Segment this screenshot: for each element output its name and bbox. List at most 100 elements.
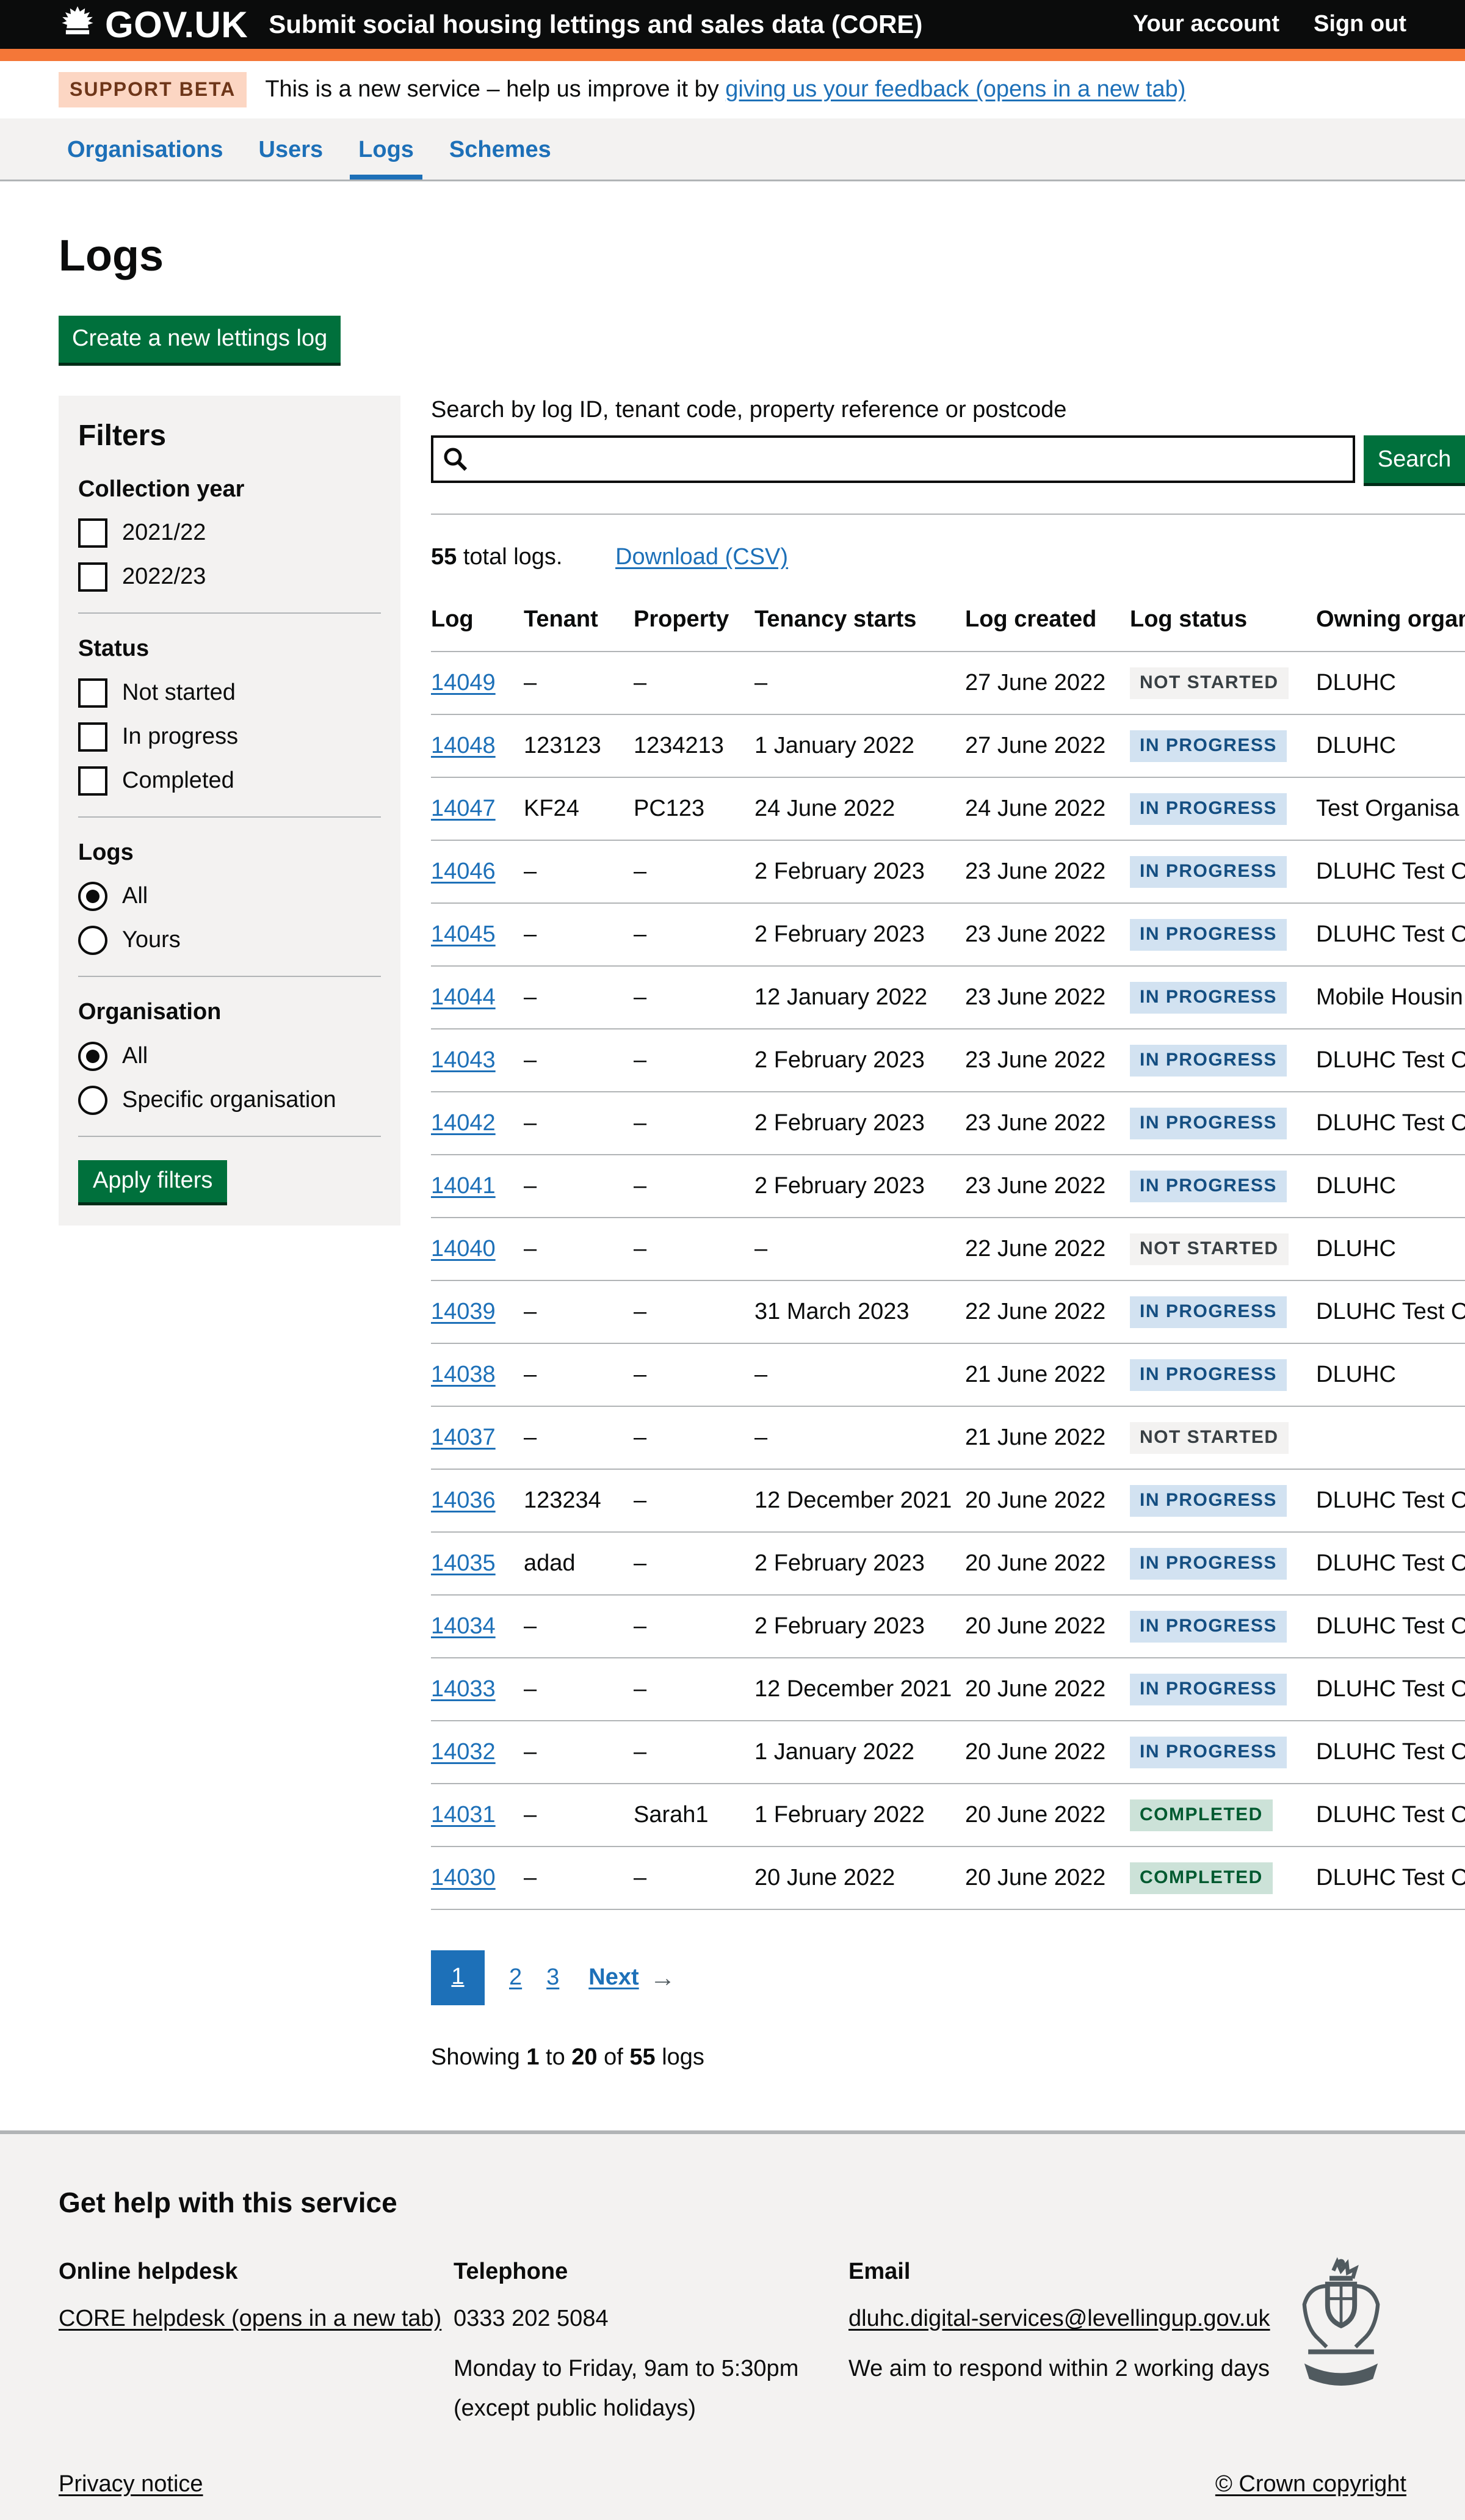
email-heading: Email [848,2258,911,2284]
email-link[interactable]: dluhc.digital-services@levellingup.gov.u… [848,2306,1270,2331]
property-cell: – [634,840,754,904]
log-link[interactable]: 14032 [431,1738,496,1765]
log-status-cell: COMPLETED [1130,1846,1316,1910]
pagination-page-2[interactable]: 2 [509,1964,523,1990]
results-summary: 55 total logs. Download (CSV) [431,543,1465,572]
log-status-cell: NOT STARTED [1130,1406,1316,1470]
log-link[interactable]: 14035 [431,1550,496,1576]
checkbox-box[interactable] [78,722,107,752]
download-csv-link[interactable]: Download (CSV) [615,544,789,570]
sign-out-link[interactable]: Sign out [1314,11,1406,37]
log-created-cell: 23 June 2022 [965,903,1130,967]
nav-item-users[interactable]: Users [258,137,324,162]
log-link[interactable]: 14039 [431,1298,496,1324]
log-link[interactable]: 14030 [431,1864,496,1890]
log-link[interactable]: 14041 [431,1172,496,1199]
core-helpdesk-link[interactable]: CORE helpdesk (opens in a new tab) [59,2306,442,2331]
radio-all[interactable]: All [78,1041,381,1071]
tenant-cell: – [524,1280,634,1344]
tenant-cell: – [524,1406,634,1470]
service-name-link[interactable]: Submit social housing lettings and sales… [269,9,923,38]
log-link[interactable]: 14037 [431,1424,496,1450]
footer: Get help with this service Online helpde… [0,2130,1465,2520]
search-input[interactable] [431,435,1355,483]
crown-copyright-link[interactable]: © Crown copyright [1215,2471,1406,2497]
log-link[interactable]: 14036 [431,1487,496,1513]
option-label: 2022/23 [122,564,206,590]
pagination-current-page[interactable]: 1 [431,1950,485,2005]
radio-circle[interactable] [78,1041,107,1071]
log-link[interactable]: 14048 [431,732,496,758]
log-link[interactable]: 14045 [431,921,496,947]
log-link[interactable]: 14047 [431,795,496,821]
govuk-logo-link[interactable]: GOV.UK [59,2,248,48]
log-link[interactable]: 14042 [431,1109,496,1136]
checkbox-box[interactable] [78,518,107,548]
showing-summary: Showing 1 to 20 of 55 logs [431,2043,1465,2072]
log-link[interactable]: 14049 [431,669,496,695]
checkbox-2022-23[interactable]: 2022/23 [78,562,381,592]
privacy-notice-link[interactable]: Privacy notice [59,2471,203,2497]
radio-all[interactable]: All [78,882,381,911]
tenant-cell: – [524,1218,634,1281]
tenant-cell: – [524,1658,634,1721]
log-status-cell: IN PROGRESS [1130,777,1316,841]
nav-item-logs[interactable]: Logs [350,118,422,180]
table-row: 14045– –2 February 2023 23 June 2022 IN PRO… [431,903,1465,967]
option-label: Not started [122,679,236,705]
checkbox-box[interactable] [78,678,107,708]
log-link[interactable]: 14044 [431,984,496,1010]
log-status-cell: IN PROGRESS [1130,1595,1316,1658]
tenant-cell: – [524,1721,634,1784]
radio-yours[interactable]: Yours [78,926,381,955]
owning-organisation-cell: DLUHC Test Org [1316,1658,1465,1721]
checkbox-box[interactable] [78,562,107,592]
property-cell: – [634,1532,754,1596]
results-section: Search by log ID, tenant code, property … [431,396,1465,2131]
table-row: 14035 adad –2 February 2023 20 June 2022 IN … [431,1532,1465,1596]
log-created-cell: 20 June 2022 [965,1784,1130,1847]
pagination-page-3[interactable]: 3 [546,1964,560,1990]
log-link[interactable]: 14040 [431,1235,496,1262]
radio-circle[interactable] [78,926,107,955]
total-logs-suffix: total logs. [457,544,563,570]
owning-organisation-cell: DLUHC [1316,652,1465,715]
log-status-cell: IN PROGRESS [1130,966,1316,1029]
log-created-cell: 23 June 2022 [965,966,1130,1029]
log-link[interactable]: 14043 [431,1047,496,1073]
log-link[interactable]: 14034 [431,1613,496,1639]
checkbox-completed[interactable]: Completed [78,766,381,796]
status-badge: COMPLETED [1130,1799,1273,1831]
property-cell: – [634,1658,754,1721]
column-header-tenant: Tenant [524,594,634,652]
checkbox-2021-22[interactable]: 2021/22 [78,518,381,548]
log-link[interactable]: 14033 [431,1676,496,1702]
log-link[interactable]: 14046 [431,858,496,884]
nav-item-organisations[interactable]: Organisations [67,137,223,162]
nav-item-schemes[interactable]: Schemes [449,137,551,162]
checkbox-not-started[interactable]: Not started [78,678,381,708]
showing-to: 20 [571,2044,598,2070]
radio-specific-organisation[interactable]: Specific organisation [78,1085,381,1115]
checkbox-box[interactable] [78,766,107,796]
log-link[interactable]: 14038 [431,1361,496,1387]
filters-panel: Filters Collection year 2021/22 2022/23 Sta… [59,395,400,1226]
showing-suffix: logs [655,2044,704,2070]
owning-organisation-cell: Test Organisa [1316,777,1465,841]
apply-filters-button[interactable]: Apply filters [78,1160,228,1202]
create-lettings-log-button[interactable]: Create a new lettings log [59,315,341,363]
column-header-log-created: Log created [965,594,1130,652]
pagination-next-link[interactable]: Next [588,1964,639,1990]
feedback-link[interactable]: giving us your feedback (opens in a new … [725,76,1186,103]
radio-circle[interactable] [78,1085,107,1115]
property-cell: 1234213 [634,714,754,778]
search-button[interactable]: Search [1364,435,1465,483]
filter-group-label: Logs [78,839,134,865]
status-badge: IN PROGRESS [1130,1548,1287,1580]
log-link[interactable]: 14031 [431,1801,496,1828]
checkbox-in-progress[interactable]: In progress [78,722,381,752]
radio-circle[interactable] [78,882,107,911]
filter-divider [78,816,381,818]
your-account-link[interactable]: Your account [1133,11,1280,37]
phase-banner-text: This is a new service – help us improve … [265,75,1185,104]
